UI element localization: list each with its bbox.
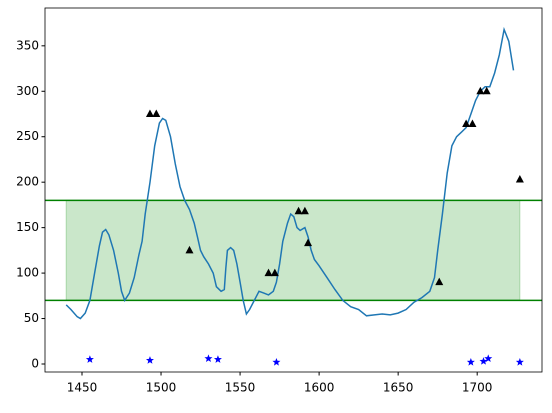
x-tick-label: 1500 [146, 381, 177, 395]
marker-star [466, 357, 475, 366]
y-tick-label: 300 [16, 84, 39, 98]
y-tick-label: 100 [16, 266, 39, 280]
marker-triangle [476, 86, 485, 95]
y-tick-label: 0 [31, 357, 39, 371]
y-tick-label: 350 [16, 38, 39, 52]
x-tick-label: 1650 [383, 381, 414, 395]
marker-star [204, 354, 213, 362]
marker-triangle [185, 245, 194, 254]
marker-triangle [270, 268, 279, 277]
marker-star [479, 357, 488, 365]
marker-triangle [264, 268, 273, 277]
marker-star [515, 357, 524, 366]
plot-frame [44, 7, 543, 373]
x-tick-label: 1600 [304, 381, 335, 395]
marker-star [85, 355, 94, 363]
x-tick-label: 1450 [67, 381, 98, 395]
marker-triangle [435, 277, 444, 286]
marker-star [213, 355, 222, 363]
y-tick-label: 200 [16, 175, 39, 189]
marker-triangle [462, 119, 471, 127]
marker-triangle [468, 119, 477, 127]
marker-star [145, 356, 154, 364]
y-tick-label: 50 [24, 311, 39, 325]
marker-triangle [152, 109, 161, 117]
marker-triangle [300, 206, 309, 215]
x-tick-label: 1550 [225, 381, 256, 395]
marker-triangle [304, 238, 313, 247]
data-line [65, 26, 515, 320]
marker-star [272, 357, 281, 366]
y-tick-label: 150 [16, 220, 39, 234]
marker-triangle [294, 206, 303, 215]
marker-star [484, 354, 493, 362]
x-tick-label: 1700 [462, 381, 493, 395]
shaded-span [65, 199, 521, 301]
y-tick-label: 250 [16, 129, 39, 143]
marker-triangle [482, 86, 491, 95]
marker-triangle [145, 109, 154, 117]
marker-triangle [515, 174, 524, 183]
